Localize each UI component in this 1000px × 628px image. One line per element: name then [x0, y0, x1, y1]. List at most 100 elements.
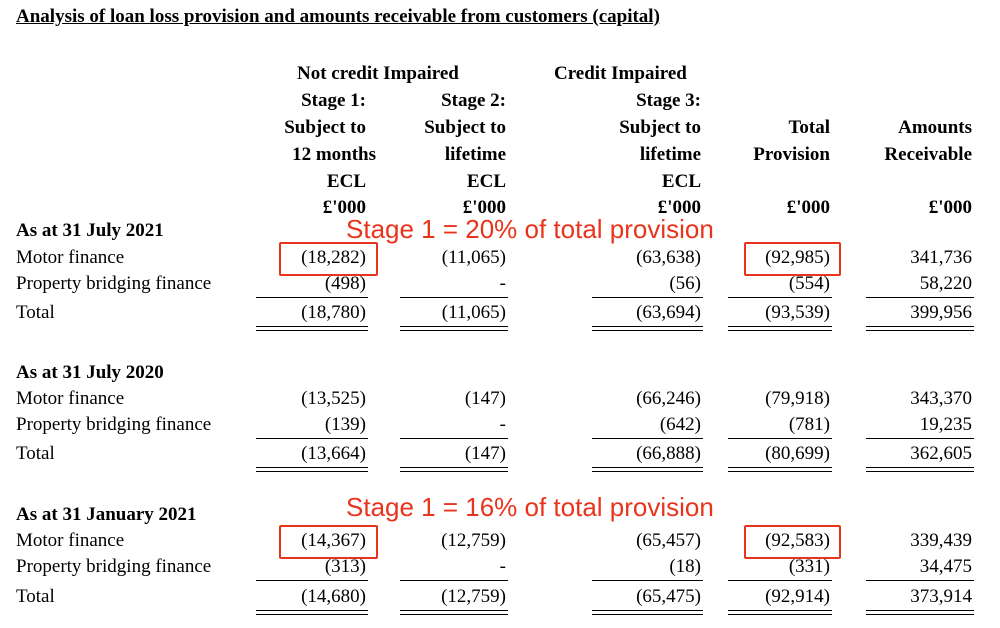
subtotal-rule	[592, 297, 703, 298]
row-label: Motor finance	[16, 388, 125, 409]
subtotal-rule	[728, 297, 832, 298]
cell-stage3: (66,888)	[636, 443, 701, 464]
document-title: Analysis of loan loss provision and amou…	[16, 6, 660, 27]
cell-total: (331)	[788, 556, 830, 577]
section-heading-jul-2020: As at 31 July 2020	[16, 362, 164, 383]
row-label: Motor finance	[16, 530, 125, 551]
cell-stage2: (11,065)	[441, 302, 506, 323]
cell-stage1: (139)	[324, 414, 366, 435]
header-total-l1: Total	[788, 117, 830, 138]
cell-stage3: (65,475)	[636, 586, 701, 607]
cell-total: (92,985)	[765, 247, 830, 268]
cell-stage2: (11,065)	[441, 247, 506, 268]
cell-stage1: (13,525)	[301, 388, 366, 409]
row-label: Property bridging finance	[16, 273, 212, 294]
row-label-total: Total	[16, 302, 55, 323]
total-double-rule	[866, 467, 974, 472]
cell-receivable: 399,956	[910, 302, 972, 323]
subtotal-rule	[866, 438, 974, 439]
cell-total: (93,539)	[765, 302, 830, 323]
header-stage1-l3: 12 months	[292, 144, 376, 165]
cell-stage3: (63,638)	[636, 247, 701, 268]
header-stage2-l4: ECL	[466, 171, 506, 192]
header-stage2-unit: £'000	[462, 197, 506, 218]
section-heading-jan-2021: As at 31 January 2021	[16, 504, 197, 525]
subtotal-rule	[728, 438, 832, 439]
total-double-rule	[400, 467, 508, 472]
cell-stage3: (56)	[669, 273, 701, 294]
cell-receivable: 343,370	[910, 388, 972, 409]
header-stage1-l2: Subject to	[284, 117, 366, 138]
row-label: Motor finance	[16, 247, 125, 268]
cell-stage3: (63,694)	[636, 302, 701, 323]
row-label-total: Total	[16, 443, 55, 464]
cell-receivable: 341,736	[910, 247, 972, 268]
cell-stage2: (12,759)	[441, 530, 506, 551]
highlight-box-total-jul-2021	[744, 242, 841, 276]
cell-stage2: -	[499, 273, 506, 294]
subtotal-rule	[400, 297, 508, 298]
subtotal-rule	[256, 580, 368, 581]
total-double-rule	[256, 467, 368, 472]
cell-stage3: (65,457)	[636, 530, 701, 551]
row-label: Property bridging finance	[16, 556, 212, 577]
cell-receivable: 19,235	[919, 414, 972, 435]
header-stage3-l1: Stage 3:	[636, 90, 701, 111]
header-stage2-l1: Stage 2:	[441, 90, 506, 111]
header-group-not-impaired: Not credit Impaired	[297, 63, 459, 84]
subtotal-rule	[592, 438, 703, 439]
cell-receivable: 34,475	[919, 556, 972, 577]
subtotal-rule	[592, 580, 703, 581]
cell-total: (92,914)	[765, 586, 830, 607]
header-stage2-l3: lifetime	[444, 144, 506, 165]
cell-stage2: (12,759)	[441, 586, 506, 607]
cell-receivable: 339,439	[910, 530, 972, 551]
cell-total: (554)	[788, 273, 830, 294]
header-stage3-l4: ECL	[661, 171, 701, 192]
cell-stage1: (14,680)	[301, 586, 366, 607]
cell-stage2: -	[499, 414, 506, 435]
total-double-rule	[400, 610, 508, 615]
cell-stage3: (66,246)	[636, 388, 701, 409]
header-stage1-l1: Stage 1:	[301, 90, 366, 111]
header-stage3-unit: £'000	[657, 197, 701, 218]
row-label-total: Total	[16, 586, 55, 607]
cell-stage2: (147)	[464, 443, 506, 464]
highlight-box-total-jan-2021	[744, 525, 841, 559]
header-receivable-l1: Amounts	[898, 117, 972, 138]
total-double-rule	[256, 326, 368, 331]
subtotal-rule	[400, 580, 508, 581]
cell-total: (92,583)	[765, 530, 830, 551]
cell-stage3: (642)	[659, 414, 701, 435]
header-total-unit: £'000	[786, 197, 830, 218]
cell-stage2: -	[499, 556, 506, 577]
subtotal-rule	[400, 438, 508, 439]
row-label: Property bridging finance	[16, 414, 212, 435]
total-double-rule	[592, 610, 703, 615]
header-stage1-l4: ECL	[326, 171, 366, 192]
cell-stage1: (498)	[324, 273, 366, 294]
cell-total: (79,918)	[765, 388, 830, 409]
subtotal-rule	[866, 297, 974, 298]
cell-stage3: (18)	[669, 556, 701, 577]
header-stage1-unit: £'000	[322, 197, 366, 218]
subtotal-rule	[256, 438, 368, 439]
cell-stage2: (147)	[464, 388, 506, 409]
highlight-box-stage1-jan-2021	[279, 525, 378, 559]
cell-stage1: (13,664)	[301, 443, 366, 464]
total-double-rule	[592, 467, 703, 472]
header-stage3-l2: Subject to	[619, 117, 701, 138]
total-double-rule	[866, 326, 974, 331]
header-total-l2: Provision	[753, 144, 830, 165]
section-heading-jul-2021: As at 31 July 2021	[16, 220, 164, 241]
total-double-rule	[728, 610, 832, 615]
highlight-box-stage1-jul-2021	[279, 242, 378, 276]
cell-stage1: (18,780)	[301, 302, 366, 323]
cell-receivable: 58,220	[919, 273, 972, 294]
total-double-rule	[592, 326, 703, 331]
header-receivable-unit: £'000	[928, 197, 972, 218]
cell-total: (80,699)	[765, 443, 830, 464]
total-double-rule	[728, 326, 832, 331]
header-receivable-l2: Receivable	[884, 144, 972, 165]
total-double-rule	[256, 610, 368, 615]
